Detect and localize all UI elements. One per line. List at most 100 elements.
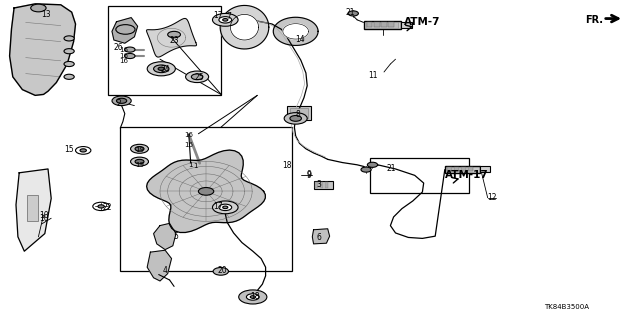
Text: 19: 19 (135, 147, 144, 153)
Circle shape (213, 268, 228, 275)
Circle shape (348, 11, 358, 16)
Text: 26: 26 (113, 43, 124, 52)
Text: 20: 20 (218, 266, 228, 275)
Text: 16: 16 (119, 47, 128, 52)
Text: 15: 15 (64, 145, 74, 154)
Text: 6: 6 (316, 233, 321, 242)
Bar (461, 167, 466, 171)
Bar (120, 127, 292, 271)
Polygon shape (147, 19, 196, 57)
Polygon shape (230, 14, 259, 40)
Circle shape (212, 201, 238, 214)
Bar (468, 167, 473, 171)
Circle shape (31, 4, 46, 12)
Text: ATM-17: ATM-17 (445, 170, 489, 180)
Circle shape (250, 296, 255, 298)
Text: 9: 9 (306, 171, 311, 180)
Text: 19: 19 (135, 162, 144, 168)
Circle shape (168, 31, 180, 38)
Circle shape (219, 204, 232, 211)
Text: 11: 11 (368, 71, 377, 80)
Text: 3: 3 (316, 180, 321, 189)
Circle shape (367, 162, 378, 167)
Text: 16: 16 (119, 59, 128, 64)
Bar (447, 167, 452, 171)
Circle shape (198, 188, 214, 195)
Polygon shape (312, 229, 330, 244)
Text: 1: 1 (193, 164, 198, 169)
Circle shape (239, 290, 267, 304)
Bar (401, 22, 412, 28)
Circle shape (212, 13, 238, 26)
Circle shape (135, 159, 144, 164)
Text: 16: 16 (184, 132, 193, 138)
Circle shape (223, 19, 228, 21)
Text: 18: 18 (250, 292, 259, 301)
Bar (290, 108, 308, 118)
Polygon shape (147, 250, 172, 281)
Text: 17: 17 (212, 202, 223, 211)
Bar (367, 22, 372, 27)
Circle shape (64, 61, 74, 67)
Text: TK84B3500A: TK84B3500A (544, 304, 589, 309)
Text: ATM-7: ATM-7 (404, 17, 441, 27)
Circle shape (64, 49, 74, 54)
Text: 24: 24 (160, 65, 170, 74)
Circle shape (246, 294, 259, 300)
Circle shape (64, 74, 74, 79)
Text: 16: 16 (184, 142, 193, 148)
Bar (291, 115, 300, 122)
Bar (314, 181, 333, 189)
Circle shape (361, 167, 371, 172)
Circle shape (80, 149, 86, 152)
Bar (325, 182, 328, 188)
Polygon shape (154, 223, 176, 250)
Text: 12: 12 (487, 193, 496, 202)
Bar (445, 166, 480, 173)
Bar (108, 6, 221, 95)
Bar (315, 182, 318, 188)
Text: 4: 4 (163, 266, 168, 275)
Text: 16: 16 (119, 53, 128, 59)
Text: 9: 9 (306, 170, 311, 179)
Bar (381, 22, 387, 27)
Circle shape (125, 53, 135, 59)
Bar (320, 182, 323, 188)
Text: 7: 7 (227, 12, 232, 21)
Circle shape (158, 67, 164, 70)
Text: 10: 10 (38, 211, 49, 220)
Circle shape (154, 65, 169, 73)
Bar (366, 22, 398, 28)
Circle shape (125, 47, 135, 52)
Text: 18: 18 (282, 161, 291, 170)
Polygon shape (147, 150, 266, 232)
Bar (480, 166, 490, 172)
Circle shape (131, 157, 148, 166)
Text: FR.: FR. (585, 15, 603, 25)
Bar (287, 106, 311, 120)
Text: 25: 25 (195, 73, 205, 82)
Circle shape (131, 144, 148, 153)
Polygon shape (16, 169, 51, 251)
Circle shape (64, 36, 74, 41)
Circle shape (135, 147, 144, 151)
Circle shape (98, 205, 104, 208)
Text: 14: 14 (294, 35, 305, 44)
Text: 13: 13 (41, 10, 51, 19)
Circle shape (186, 71, 209, 83)
Circle shape (191, 74, 203, 80)
Polygon shape (273, 17, 318, 45)
Text: 10: 10 (38, 214, 49, 223)
Text: 17: 17 (212, 11, 223, 20)
Bar (374, 22, 380, 27)
Text: 22: 22 (103, 203, 112, 212)
Polygon shape (283, 24, 308, 39)
Circle shape (219, 17, 232, 23)
Text: 21: 21 (387, 164, 396, 173)
Text: 23: 23 (169, 36, 179, 45)
Text: 1: 1 (188, 162, 193, 168)
Bar (27, 195, 38, 221)
Bar (454, 167, 459, 171)
Polygon shape (10, 4, 76, 95)
Text: 5: 5 (173, 232, 179, 241)
